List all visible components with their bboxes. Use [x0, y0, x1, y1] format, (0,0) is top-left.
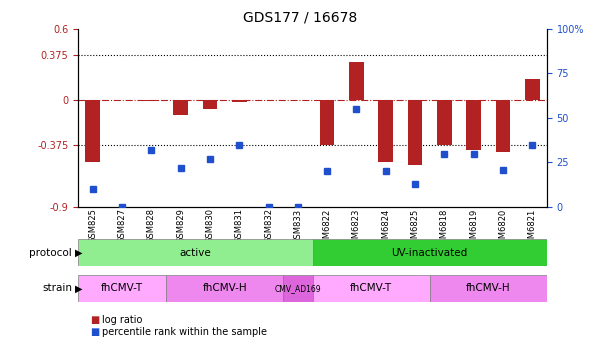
- Text: fhCMV-T: fhCMV-T: [101, 283, 143, 293]
- Bar: [173, 100, 188, 115]
- Bar: [203, 100, 218, 110]
- Text: fhCMV-H: fhCMV-H: [466, 283, 511, 293]
- Text: ▶: ▶: [75, 247, 82, 258]
- Text: ■: ■: [90, 315, 99, 325]
- FancyBboxPatch shape: [283, 275, 313, 302]
- Bar: [144, 100, 159, 101]
- FancyBboxPatch shape: [78, 239, 313, 266]
- Bar: [437, 100, 452, 145]
- Text: ■: ■: [90, 327, 99, 337]
- Text: active: active: [180, 247, 211, 258]
- FancyBboxPatch shape: [166, 275, 283, 302]
- Text: UV-inactivated: UV-inactivated: [392, 247, 468, 258]
- Text: strain: strain: [42, 283, 72, 293]
- Bar: [525, 79, 540, 100]
- Bar: [496, 100, 510, 152]
- Text: fhCMV-T: fhCMV-T: [350, 283, 392, 293]
- Text: percentile rank within the sample: percentile rank within the sample: [102, 327, 267, 337]
- Bar: [232, 100, 246, 102]
- Bar: [379, 100, 393, 162]
- Bar: [407, 100, 423, 165]
- Text: CMV_AD169: CMV_AD169: [275, 284, 321, 293]
- Text: ▶: ▶: [75, 283, 82, 293]
- Bar: [466, 100, 481, 150]
- FancyBboxPatch shape: [430, 275, 547, 302]
- Text: protocol: protocol: [29, 247, 72, 258]
- Bar: [85, 100, 100, 162]
- FancyBboxPatch shape: [313, 239, 547, 266]
- Bar: [349, 62, 364, 100]
- Bar: [320, 100, 335, 145]
- Text: log ratio: log ratio: [102, 315, 142, 325]
- FancyBboxPatch shape: [78, 275, 166, 302]
- Text: fhCMV-H: fhCMV-H: [203, 283, 247, 293]
- FancyBboxPatch shape: [313, 275, 430, 302]
- Text: GDS177 / 16678: GDS177 / 16678: [243, 11, 358, 25]
